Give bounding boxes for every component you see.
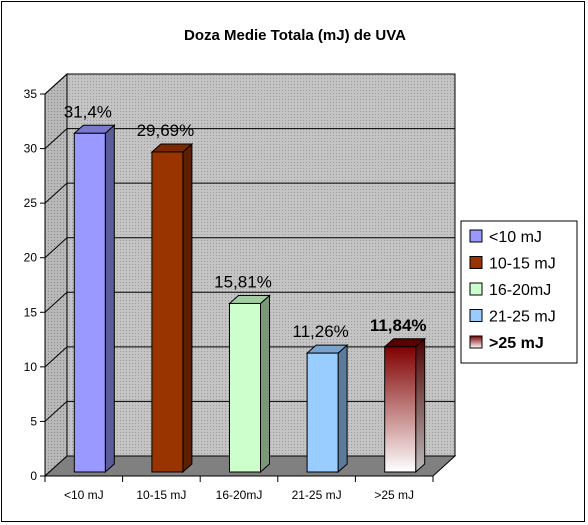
y-tick-label: 35: [24, 87, 38, 101]
y-tick-label: 30: [24, 142, 38, 156]
legend-swatch: [469, 229, 483, 243]
gridline-side: [44, 291, 68, 313]
gridline-side: [44, 73, 68, 95]
y-tick-label: 5: [30, 414, 37, 428]
bar-side: [337, 343, 348, 474]
y-axis: 0 5 10 15 20 25 30 35: [24, 87, 46, 483]
legend-entry: 16-20mJ: [489, 282, 551, 299]
bar-side: [260, 294, 270, 474]
bar-side: [104, 124, 115, 474]
x-tick-label: <10 mJ: [64, 488, 104, 502]
side-wall: [44, 72, 68, 478]
gridline-side: [44, 128, 68, 149]
legend-entry: 21-25 mJ: [489, 309, 556, 326]
y-tick-label: 10: [24, 360, 38, 374]
gridline-side: [44, 237, 68, 259]
bar: [305, 343, 349, 474]
data-label: 31,4%: [64, 102, 112, 121]
x-tick-label: 21-25 mJ: [292, 488, 342, 502]
legend-swatch: [469, 282, 483, 296]
gridline-side: [44, 401, 68, 422]
bar: [228, 294, 271, 474]
data-label: 11,84%: [370, 316, 427, 335]
bar-front: [151, 151, 184, 473]
gridline-side: [44, 346, 68, 368]
x-tick-label: 16-20mJ: [216, 488, 263, 502]
bar: [72, 124, 116, 474]
legend-swatch: [469, 309, 483, 322]
legend-entry: <10 mJ: [489, 229, 542, 246]
legend-swatch: [469, 335, 483, 349]
gridline-side: [44, 182, 68, 204]
data-label: 15,81%: [214, 272, 272, 291]
data-label: 11,26%: [292, 322, 348, 341]
chart-title: Doza Medie Totala (mJ) de UVA: [184, 27, 406, 44]
bar-side: [415, 337, 426, 474]
y-tick-label: 25: [24, 196, 38, 210]
legend-entry: 10-15 mJ: [489, 256, 556, 273]
x-tick-label: >25 mJ: [374, 488, 414, 502]
bar: [150, 142, 194, 474]
y-tick-label: 0: [30, 469, 37, 483]
y-tick-label: 15: [24, 305, 38, 319]
bar-side: [182, 142, 193, 474]
bar: [383, 337, 427, 474]
legend: <10 mJ 10-15 mJ 16-20mJ 21-25 mJ >25 mJ: [460, 220, 578, 364]
bar-front: [384, 346, 417, 473]
bar-front: [73, 132, 106, 473]
bars: [72, 124, 427, 474]
legend-swatch: [469, 256, 483, 269]
y-tick-label: 20: [24, 251, 38, 265]
data-label: 29,69%: [137, 121, 195, 140]
bar-front: [229, 302, 261, 473]
legend-entry: >25 mJ: [489, 335, 544, 352]
bar-front: [306, 352, 339, 473]
data-labels: 31,4% 29,69% 15,81% 11,26% 11,84%: [64, 102, 427, 341]
x-tick-label: 10-15 mJ: [136, 488, 186, 502]
x-axis: <10 mJ 10-15 mJ 16-20mJ 21-25 mJ >25 mJ: [44, 475, 434, 502]
